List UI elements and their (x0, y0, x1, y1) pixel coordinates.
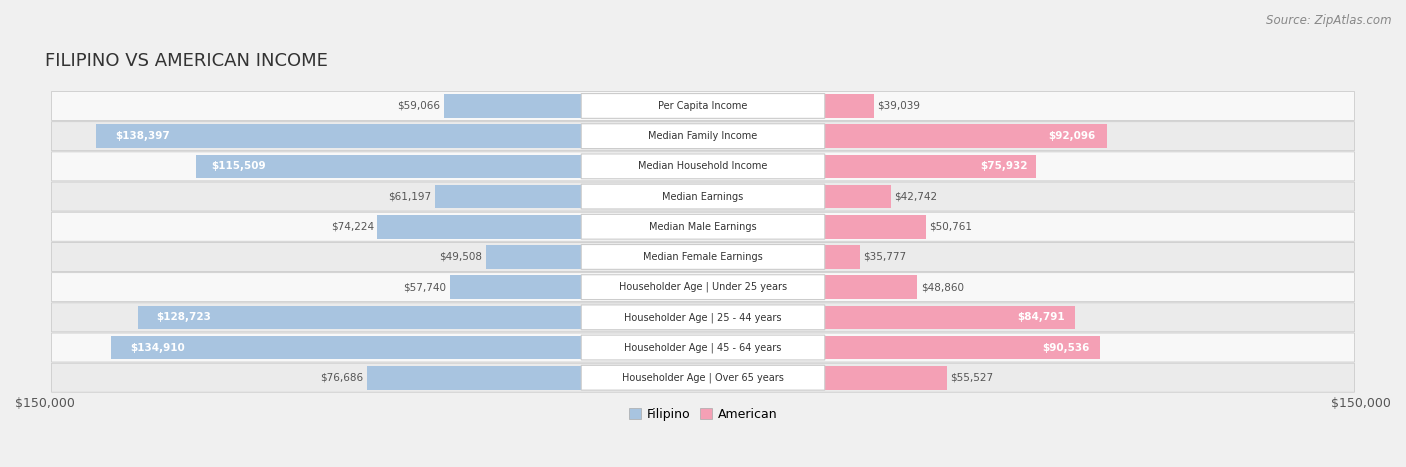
Bar (825, 124, 1107, 148)
FancyBboxPatch shape (581, 124, 825, 149)
FancyBboxPatch shape (52, 333, 1354, 362)
Bar (138, 305, 581, 329)
Text: Median Male Earnings: Median Male Earnings (650, 222, 756, 232)
Text: $55,527: $55,527 (950, 373, 993, 383)
Bar (434, 185, 581, 208)
FancyBboxPatch shape (581, 335, 825, 360)
Text: $49,508: $49,508 (440, 252, 482, 262)
Text: Median Female Earnings: Median Female Earnings (643, 252, 763, 262)
Text: $42,742: $42,742 (894, 191, 936, 202)
FancyBboxPatch shape (581, 93, 825, 118)
Bar (825, 94, 875, 118)
Text: Householder Age | Over 65 years: Householder Age | Over 65 years (621, 373, 785, 383)
Bar (450, 276, 581, 299)
FancyBboxPatch shape (52, 242, 1354, 271)
Bar (825, 276, 917, 299)
Text: Median Household Income: Median Household Income (638, 162, 768, 171)
Bar (825, 245, 860, 269)
FancyBboxPatch shape (581, 184, 825, 209)
FancyBboxPatch shape (52, 273, 1354, 302)
FancyBboxPatch shape (52, 182, 1354, 211)
Text: Source: ZipAtlas.com: Source: ZipAtlas.com (1267, 14, 1392, 27)
FancyBboxPatch shape (52, 122, 1354, 151)
Bar (825, 366, 946, 389)
FancyBboxPatch shape (581, 245, 825, 269)
Bar (377, 215, 581, 239)
Text: $48,860: $48,860 (921, 282, 963, 292)
Text: Householder Age | 25 - 44 years: Householder Age | 25 - 44 years (624, 312, 782, 323)
Text: $84,791: $84,791 (1018, 312, 1064, 322)
Legend: Filipino, American: Filipino, American (624, 403, 782, 426)
FancyBboxPatch shape (581, 154, 825, 179)
Text: Householder Age | Under 25 years: Householder Age | Under 25 years (619, 282, 787, 292)
FancyBboxPatch shape (52, 212, 1354, 241)
Bar (825, 336, 1099, 359)
Bar (197, 155, 581, 178)
Text: Householder Age | 45 - 64 years: Householder Age | 45 - 64 years (624, 342, 782, 353)
FancyBboxPatch shape (52, 303, 1354, 332)
Text: $92,096: $92,096 (1049, 131, 1095, 141)
FancyBboxPatch shape (52, 363, 1354, 392)
Text: $74,224: $74,224 (330, 222, 374, 232)
Text: $128,723: $128,723 (156, 312, 211, 322)
FancyBboxPatch shape (581, 365, 825, 390)
Text: $59,066: $59,066 (398, 101, 440, 111)
Text: $50,761: $50,761 (929, 222, 972, 232)
Bar (825, 305, 1076, 329)
Text: $39,039: $39,039 (877, 101, 921, 111)
FancyBboxPatch shape (52, 92, 1354, 120)
Bar (96, 124, 581, 148)
Bar (486, 245, 581, 269)
Text: $90,536: $90,536 (1042, 342, 1090, 353)
Text: $115,509: $115,509 (212, 162, 266, 171)
Bar (825, 155, 1036, 178)
Bar (111, 336, 581, 359)
Text: Per Capita Income: Per Capita Income (658, 101, 748, 111)
FancyBboxPatch shape (52, 152, 1354, 181)
Text: $75,932: $75,932 (980, 162, 1028, 171)
Bar (825, 185, 890, 208)
Text: $35,777: $35,777 (863, 252, 907, 262)
FancyBboxPatch shape (581, 214, 825, 239)
Bar (825, 215, 925, 239)
Text: $134,910: $134,910 (129, 342, 184, 353)
Text: $76,686: $76,686 (321, 373, 363, 383)
Text: $61,197: $61,197 (388, 191, 432, 202)
FancyBboxPatch shape (581, 305, 825, 330)
Text: $138,397: $138,397 (115, 131, 170, 141)
Bar (444, 94, 581, 118)
Text: $57,740: $57,740 (404, 282, 446, 292)
Text: Median Family Income: Median Family Income (648, 131, 758, 141)
FancyBboxPatch shape (581, 275, 825, 299)
Text: FILIPINO VS AMERICAN INCOME: FILIPINO VS AMERICAN INCOME (45, 52, 328, 70)
Bar (367, 366, 581, 389)
Text: Median Earnings: Median Earnings (662, 191, 744, 202)
